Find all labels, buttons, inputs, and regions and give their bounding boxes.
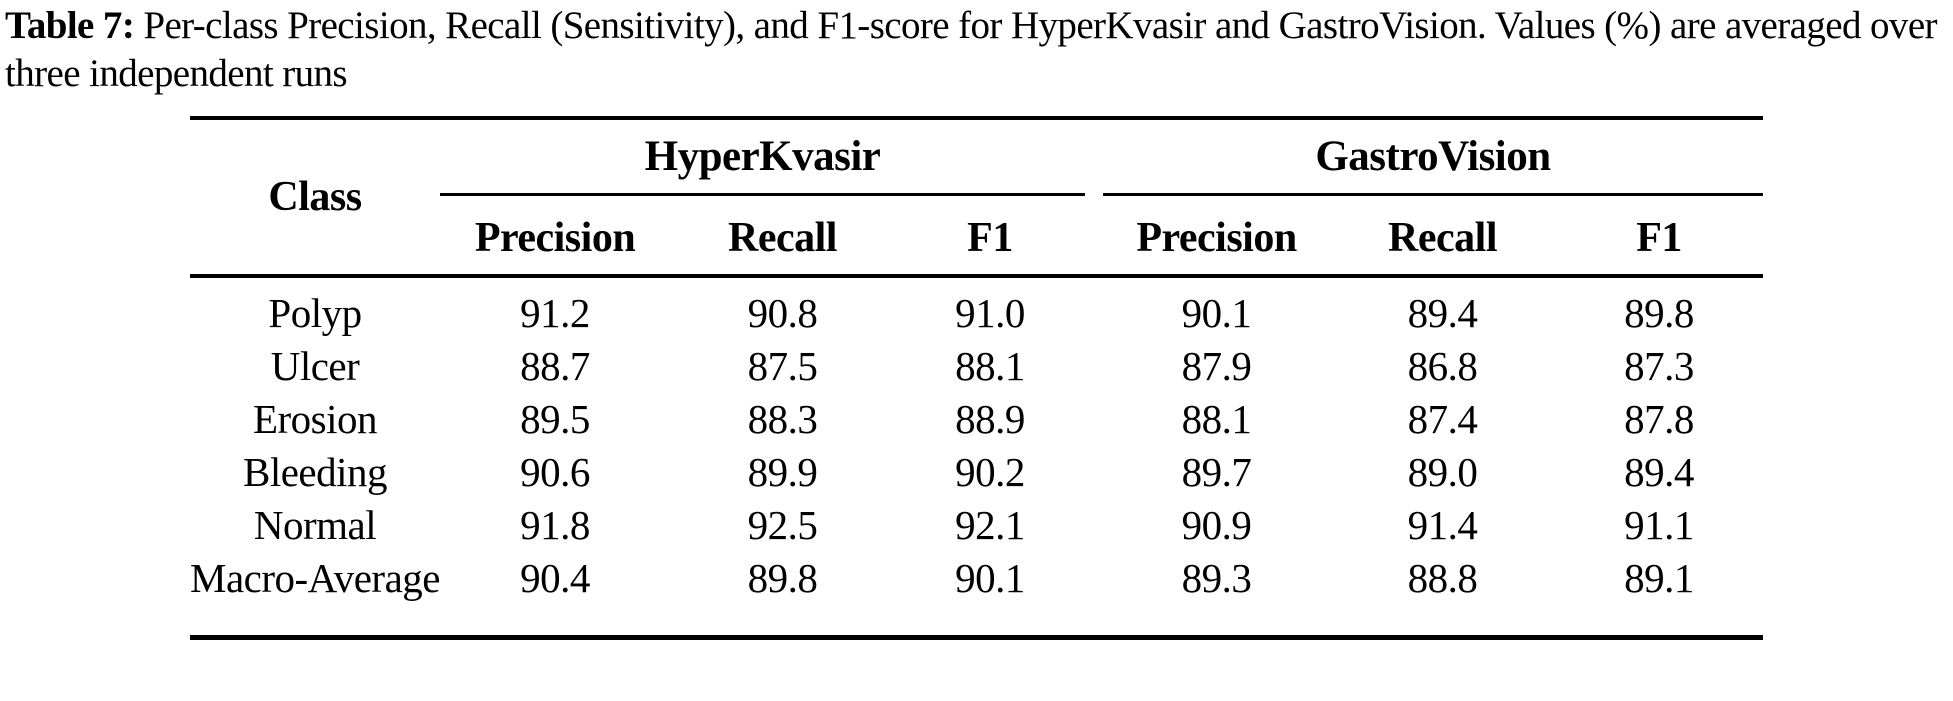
- value-cell: 88.9: [955, 396, 1025, 442]
- value-cell: 90.2: [955, 449, 1025, 495]
- value-cell: 86.8: [1407, 343, 1478, 389]
- value-cell: 91.2: [520, 290, 590, 336]
- spacer-cell: [1085, 552, 1103, 638]
- table-caption: Table 7: Per-class Precision, Recall (Se…: [5, 2, 1951, 98]
- table-row-bleeding: Bleeding 90.6 89.9 90.2 89.7 89.0 89.4: [190, 446, 1763, 499]
- value-cell: 92.1: [955, 502, 1025, 548]
- value-cell: 89.0: [1407, 449, 1478, 495]
- value-cell: 89.3: [1181, 555, 1252, 601]
- column-header-gv-precision: Precision: [1103, 194, 1331, 278]
- value-cell: 90.4: [520, 555, 590, 601]
- results-table: Class HyperKvasir GastroVision Precision…: [190, 116, 1764, 640]
- value-cell: 89.4: [1624, 449, 1694, 495]
- spacer-cell: [1085, 276, 1103, 340]
- value-cell: 89.7: [1181, 449, 1252, 495]
- value-cell: 88.1: [955, 343, 1025, 389]
- value-cell: 90.9: [1181, 502, 1252, 548]
- class-cell: Bleeding: [242, 449, 388, 495]
- value-cell: 89.8: [747, 555, 818, 601]
- caption-text: Per-class Precision, Recall (Sensitivity…: [5, 4, 1938, 95]
- value-cell: 90.8: [747, 290, 818, 336]
- value-cell: 88.3: [747, 396, 818, 442]
- value-cell: 88.8: [1407, 555, 1478, 601]
- group-gap-spacer: [1085, 118, 1104, 278]
- class-cell: Erosion: [252, 396, 378, 442]
- table-row-ulcer: Ulcer 88.7 87.5 88.1 87.9 86.8 87.3: [190, 340, 1763, 393]
- value-cell: 89.8: [1624, 290, 1694, 336]
- group-header-row: Class HyperKvasir GastroVision: [190, 118, 1764, 278]
- class-cell: Normal: [253, 502, 377, 548]
- value-cell: 87.3: [1624, 343, 1694, 389]
- value-cell: 89.5: [520, 396, 590, 442]
- class-cell: Macro-Average: [190, 555, 440, 601]
- class-cell: Ulcer: [270, 343, 360, 389]
- value-cell: 91.1: [1624, 502, 1694, 548]
- value-cell: 90.1: [955, 555, 1025, 601]
- table-row-normal: Normal 91.8 92.5 92.1 90.9 91.4 91.1: [190, 499, 1763, 552]
- spacer-cell: [1085, 393, 1103, 446]
- value-cell: 87.4: [1407, 396, 1478, 442]
- value-cell: 90.6: [520, 449, 590, 495]
- subheader-row: Precision Recall F1 Precision Recall F1: [190, 194, 1764, 278]
- value-cell: 87.8: [1624, 396, 1694, 442]
- value-cell: 88.7: [520, 343, 590, 389]
- value-cell: 91.0: [955, 290, 1025, 336]
- table-row-polyp: Polyp 91.2 90.8 91.0 90.1 89.4 89.8: [190, 276, 1763, 340]
- column-header-hk-recall: Recall: [670, 194, 895, 278]
- spacer-cell: [1085, 446, 1103, 499]
- value-cell: 89.1: [1624, 555, 1694, 601]
- class-cell: Polyp: [268, 290, 362, 336]
- value-cell: 91.8: [520, 502, 590, 548]
- value-cell: 88.1: [1181, 396, 1252, 442]
- table-row-erosion: Erosion 89.5 88.3 88.9 88.1 87.4 87.8: [190, 393, 1763, 446]
- group-header-hyperkvasir: HyperKvasir: [440, 118, 1086, 196]
- column-header-gv-recall: Recall: [1330, 194, 1556, 278]
- value-cell: 91.4: [1407, 502, 1478, 548]
- value-cell: 89.4: [1407, 290, 1478, 336]
- column-header-class: Class: [190, 118, 440, 278]
- column-header-hk-f1: F1: [895, 194, 1086, 278]
- group-header-gastrovision: GastroVision: [1103, 118, 1764, 196]
- column-header-hk-precision: Precision: [440, 194, 670, 278]
- value-cell: 92.5: [747, 502, 818, 548]
- value-cell: 89.9: [747, 449, 818, 495]
- spacer-cell: [1085, 340, 1103, 393]
- table-row-macro-average: Macro-Average 90.4 89.8 90.1 89.3 88.8 8…: [190, 552, 1763, 638]
- spacer-cell: [1085, 499, 1103, 552]
- value-cell: 87.9: [1181, 343, 1252, 389]
- value-cell: 87.5: [747, 343, 818, 389]
- caption-label: Table 7:: [5, 4, 135, 47]
- value-cell: 90.1: [1181, 290, 1252, 336]
- column-header-gv-f1: F1: [1555, 194, 1764, 278]
